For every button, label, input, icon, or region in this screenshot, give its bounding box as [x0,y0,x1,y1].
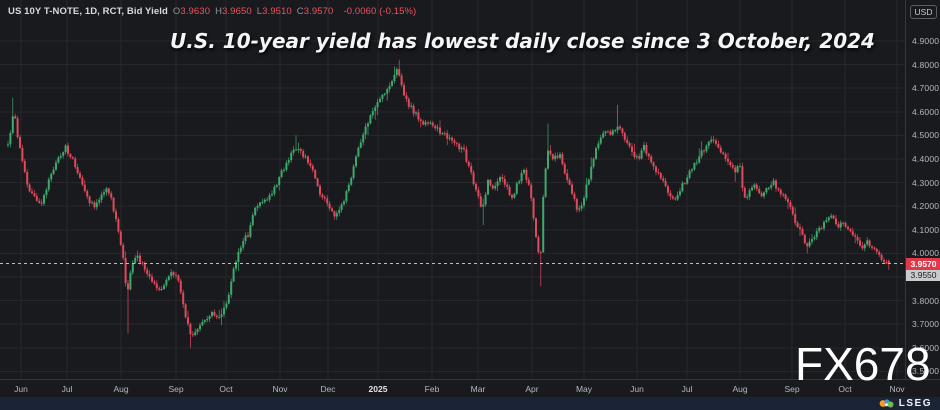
ohlc-item: C 3.9570 [296,5,334,17]
price-tick-label: 3.5000 [912,366,940,377]
change-value: -0.0060 (-0.15%) [343,5,417,17]
currency-badge[interactable]: USD [910,5,937,19]
month-label: Jul [681,384,693,394]
instrument-name: US 10Y T-NOTE, 1D, RCT, Bid Yield [8,5,168,17]
price-tick-label: 3.7000 [912,319,940,330]
chart-title: U.S. 10-year yield has lowest daily clos… [170,29,875,53]
candlestick-chart[interactable] [0,0,905,379]
ohlc-header[interactable]: US 10Y T-NOTE, 1D, RCT, Bid Yield O 3.963… [8,4,416,18]
price-tick-label: 4.9000 [912,36,940,46]
last-price-badge: 3.9570 [906,257,940,270]
month-label: Jun [14,384,28,394]
ohlc-item: H 3.9650 [215,5,252,17]
month-label: Feb [424,384,440,394]
month-label: Jul [61,384,73,394]
month-label: May [575,384,593,394]
month-label: Apr [525,384,539,394]
price-tick-label: 4.4000 [912,154,940,164]
price-tick-label: 4.2000 [912,201,940,212]
price-tick-label: 4.3000 [912,177,940,188]
year-label: 2025 [368,384,388,394]
price-tick-label: 3.8000 [912,295,940,306]
price-tick-label: 3.6000 [912,342,940,353]
price-tick-label: 4.1000 [912,224,940,235]
watermark-fx678: FX678 [795,338,931,390]
ohlc-values: O 3.9630 H 3.9650 L 3.9510 C 3.9570 [173,6,339,17]
price-axis[interactable]: USD 4.9000 4.8000 4.7000 4.6000 4.5000 4.4000… [905,0,940,379]
time-axis[interactable]: Jun Jul Aug Sep Oct Nov Dec 2025 Feb Mar Apr May Jun… [0,379,940,397]
ohlc-item: O 3.9630 [172,5,211,17]
price-tick-label: 4.7000 [912,83,940,94]
month-label: Oct [219,384,233,394]
month-label: Nov [272,384,288,394]
prev-close-badge: 3.9550 [906,270,940,282]
lseg-logo-text: LSEG [898,398,932,409]
month-label: Sep [168,384,184,394]
month-label: Mar [470,384,486,394]
month-label: Aug [113,384,129,394]
lseg-logo-icon [879,399,894,408]
month-label: Sep [784,384,800,394]
month-label: Dec [320,384,336,394]
month-label: Aug [732,384,748,394]
ohlc-item: L 3.9510 [256,5,292,17]
footer-bar: LSEG [0,397,940,410]
month-label: Jun [630,384,644,394]
price-tick-label: 4.8000 [912,59,940,70]
month-label: Oct [838,384,852,394]
month-label: Nov [889,384,905,394]
price-tick-label: 4.5000 [912,130,940,141]
price-tick-label: 4.0000 [912,248,940,259]
price-tick-label: 4.6000 [912,106,940,117]
